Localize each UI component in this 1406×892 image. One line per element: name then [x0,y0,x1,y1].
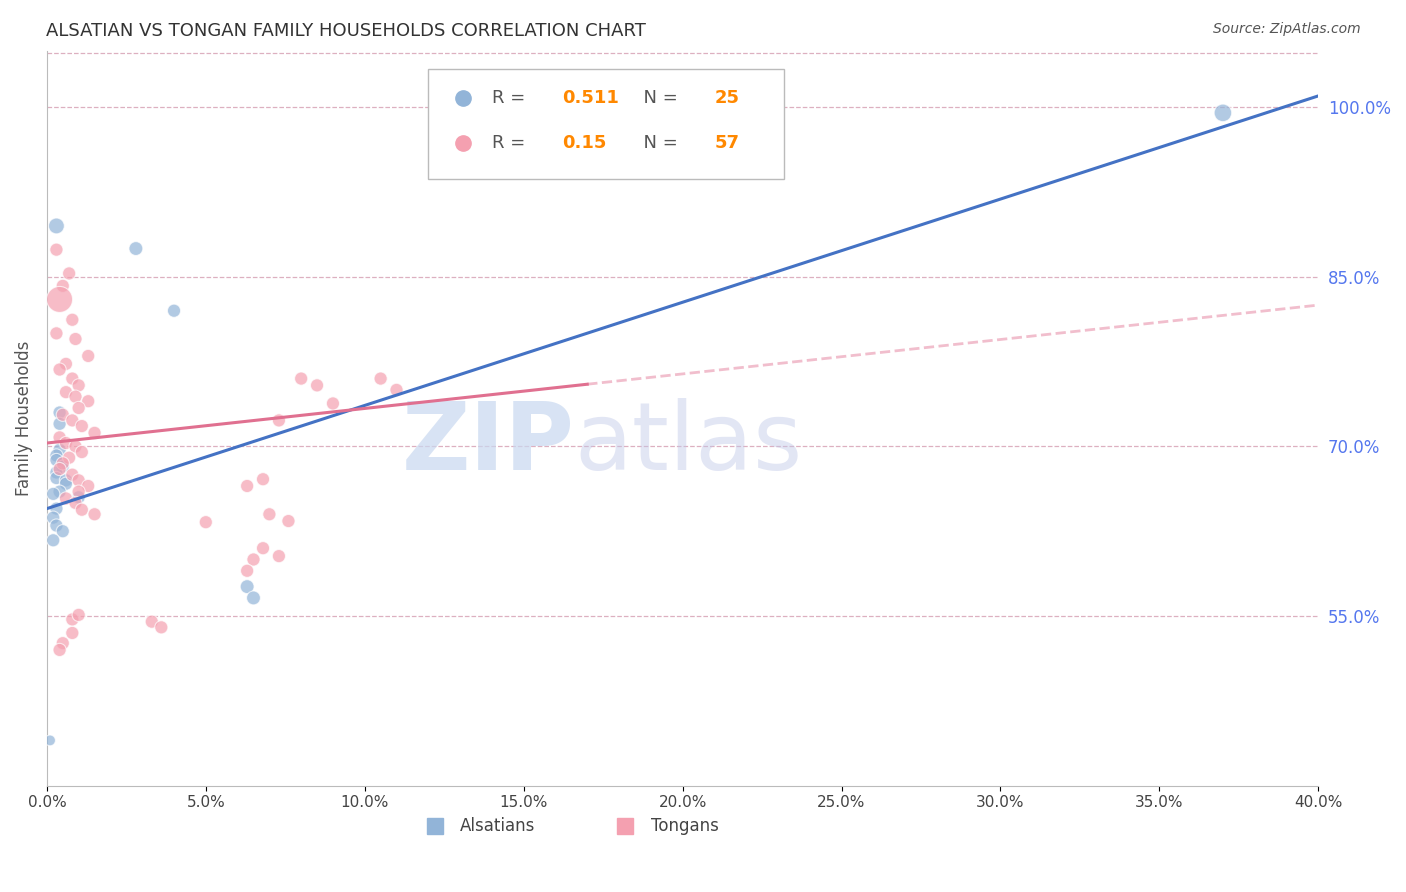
Point [60,313,83,327]
Point [58,450,80,465]
Text: 57: 57 [714,134,740,152]
Point [45,471,67,485]
Point [52,278,75,293]
Text: R =: R = [492,89,531,107]
Point [48,643,70,657]
Point [77,349,100,363]
Point [70,445,93,459]
Point [39,733,62,747]
Point [48,484,70,499]
Point [55,473,77,487]
Point [67,607,90,622]
Point [242,591,264,605]
Point [48,442,70,457]
Point [45,518,67,533]
Point [52,524,75,539]
Text: R =: R = [492,134,531,152]
Point [236,479,259,493]
Point [277,514,299,528]
Text: 0.511: 0.511 [562,89,619,107]
FancyBboxPatch shape [429,69,785,179]
Point [42,510,65,524]
Point [83,425,105,440]
Point [77,394,100,409]
Text: atlas: atlas [575,398,803,490]
Point [70,502,93,516]
Point [65,332,87,346]
Point [259,508,281,522]
Point [45,326,67,341]
Point [83,508,105,522]
Point [141,615,163,629]
Text: 25: 25 [714,89,740,107]
Text: Alsatians: Alsatians [460,817,536,835]
Point [125,242,148,256]
Point [48,293,70,307]
Point [267,413,290,427]
Point [42,487,65,501]
Text: Tongans: Tongans [651,817,718,835]
Point [48,430,70,444]
Point [45,219,67,233]
Point [67,484,90,499]
Point [60,413,83,427]
Point [48,462,70,476]
Point [58,267,80,281]
Point [322,396,344,410]
Point [48,362,70,376]
Text: N =: N = [631,134,683,152]
Point [67,491,90,505]
Point [60,612,83,626]
Point [52,408,75,422]
Point [70,419,93,434]
Point [60,467,83,482]
Point [55,385,77,400]
Y-axis label: Family Households: Family Households [15,341,32,496]
Point [267,549,290,563]
Point [307,378,329,392]
Point [242,552,264,566]
Point [45,501,67,516]
Point [55,357,77,371]
Point [65,439,87,453]
Point [45,453,67,467]
Point [150,620,173,634]
Point [55,491,77,506]
Point [67,401,90,415]
Point [194,515,217,529]
Point [370,371,392,385]
Point [48,405,70,419]
Point [163,303,186,318]
Point [290,371,312,385]
Point [60,626,83,640]
Text: ALSATIAN VS TONGAN FAMILY HOUSEHOLDS CORRELATION CHART: ALSATIAN VS TONGAN FAMILY HOUSEHOLDS COR… [46,22,647,40]
Point [236,564,259,578]
Point [52,456,75,470]
Text: N =: N = [631,89,683,107]
Point [55,476,77,491]
Point [67,378,90,392]
Point [67,473,90,487]
Point [65,390,87,404]
Point [48,417,70,431]
Point [1212,106,1234,120]
Text: Source: ZipAtlas.com: Source: ZipAtlas.com [1213,22,1361,37]
Point [45,243,67,257]
Point [77,479,100,493]
Point [65,496,87,510]
Point [55,436,77,450]
Point [45,449,67,463]
Text: 0.15: 0.15 [562,134,606,152]
Point [42,533,65,548]
Text: ZIP: ZIP [402,398,575,490]
Point [52,636,75,650]
Point [52,459,75,474]
Point [252,472,274,486]
Point [45,466,67,480]
Point [236,580,259,594]
Point [60,371,83,385]
Point [252,541,274,556]
Point [385,383,408,397]
